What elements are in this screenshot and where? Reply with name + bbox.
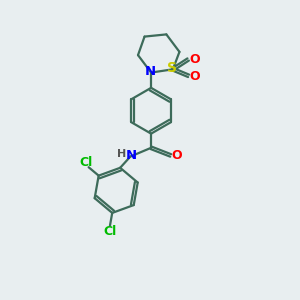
Text: O: O	[189, 52, 200, 65]
Text: S: S	[167, 61, 177, 75]
Text: O: O	[172, 148, 182, 161]
Text: O: O	[190, 70, 200, 83]
Text: Cl: Cl	[103, 225, 117, 239]
Text: Cl: Cl	[80, 156, 93, 169]
Text: N: N	[144, 65, 156, 78]
Text: H: H	[118, 149, 127, 159]
Text: N: N	[126, 149, 137, 162]
